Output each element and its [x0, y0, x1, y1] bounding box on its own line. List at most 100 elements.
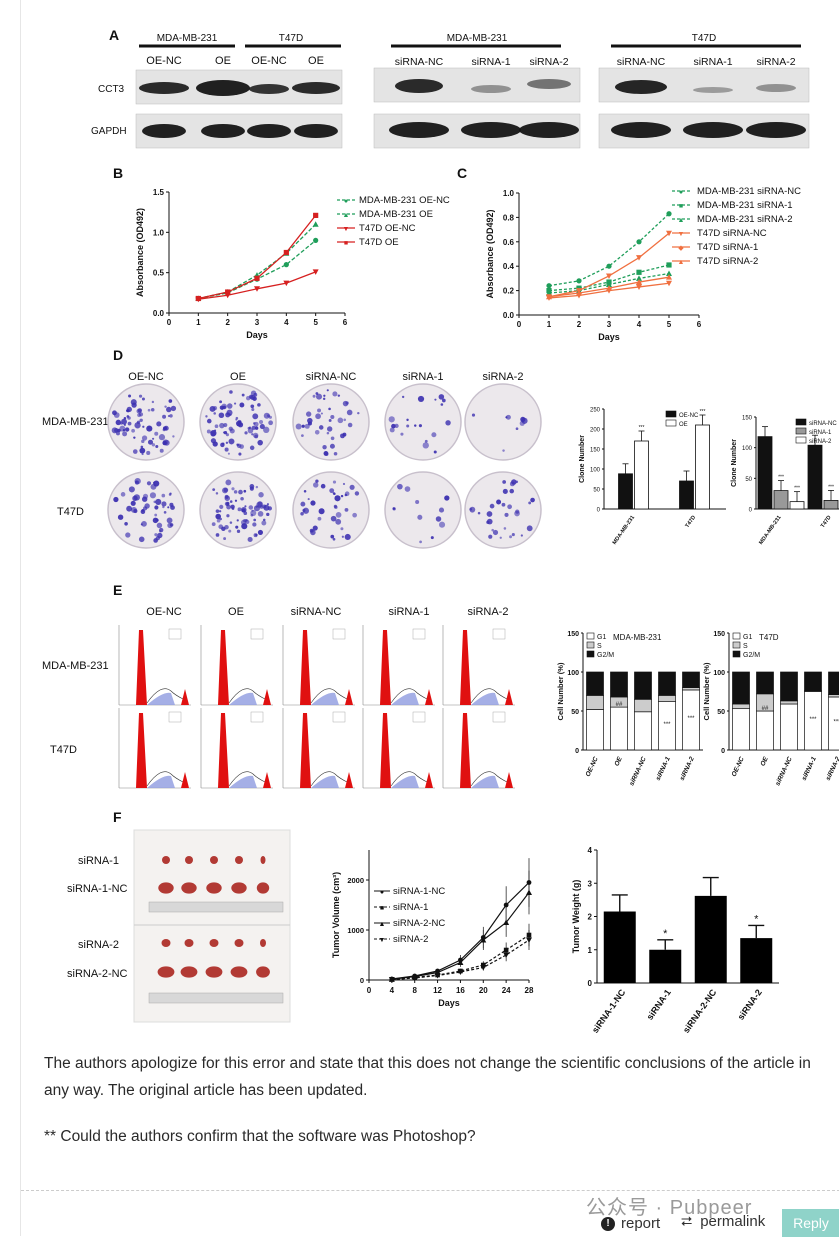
s-phase — [229, 776, 257, 788]
colony — [507, 504, 512, 509]
colony — [441, 403, 444, 406]
colony — [155, 499, 161, 505]
colony — [135, 481, 137, 483]
colony — [163, 426, 167, 430]
legend-entry: siRNA-NC — [809, 421, 837, 427]
histogram-row-label: MDA-MB-231 — [42, 660, 109, 672]
legend-marker: ▲ — [678, 217, 685, 224]
x-tick-label: OE-NC — [585, 756, 600, 778]
data-point — [526, 938, 532, 944]
colony — [142, 397, 145, 400]
photo-row-label: siRNA-2-NC — [67, 968, 128, 980]
colony — [315, 413, 321, 419]
y-tick-label: 150 — [742, 416, 753, 422]
colony — [152, 443, 155, 446]
g1-peak — [369, 713, 391, 788]
data-point — [546, 283, 551, 288]
colony — [141, 446, 144, 449]
colony — [223, 488, 228, 493]
colony — [252, 413, 258, 419]
colony — [327, 432, 330, 435]
x-tick-label: siRNA-1 — [645, 987, 673, 1021]
colony — [257, 403, 261, 407]
y-axis-label: Cell Number (%) — [556, 662, 565, 720]
legend-entry: OE — [679, 422, 688, 428]
bar — [758, 437, 772, 509]
legend-entry: MDA-MB-231 OE — [359, 209, 433, 220]
colony — [248, 537, 253, 542]
colony — [128, 422, 132, 426]
colony — [528, 501, 531, 504]
s-phase — [471, 776, 499, 788]
y-tick-label: 100 — [713, 670, 725, 677]
legend-swatch — [587, 642, 594, 648]
colony — [216, 492, 218, 494]
report-link[interactable]: !report — [601, 1215, 660, 1232]
blot-band — [201, 124, 245, 138]
data-point — [313, 221, 319, 227]
colony — [504, 513, 508, 517]
colony — [327, 389, 329, 391]
y-tick-label: 100 — [742, 446, 753, 452]
blot-band — [247, 124, 291, 138]
x-tick-label: siRNA-2 — [679, 756, 696, 782]
x-axis-label: Days — [598, 332, 620, 342]
reply-button[interactable]: Reply — [782, 1209, 839, 1237]
colony — [143, 494, 148, 499]
blot-band — [756, 84, 796, 92]
colony — [213, 412, 216, 415]
tumor — [256, 966, 270, 977]
colony — [150, 492, 156, 498]
x-tick-label: siRNA-2 — [736, 987, 764, 1021]
legend-entry: T47D siRNA-2 — [697, 256, 758, 267]
lane-label: OE-NC — [146, 55, 182, 67]
colony — [159, 434, 165, 440]
legend-marker: ▲ — [379, 921, 386, 928]
data-point — [504, 903, 509, 908]
stacked-bar-segment — [611, 672, 628, 697]
panel-label-f: F — [113, 809, 122, 825]
bar — [635, 441, 649, 509]
colony — [431, 536, 434, 539]
colony — [261, 521, 266, 526]
colony — [439, 394, 445, 400]
colony — [164, 405, 166, 407]
photo-row-label: siRNA-2 — [78, 939, 119, 951]
permalink-link[interactable]: ⮂permalink — [681, 1213, 765, 1230]
g2m-peak — [345, 689, 353, 705]
data-point — [606, 264, 611, 269]
colony — [171, 406, 176, 411]
x-tick-label: 12 — [433, 986, 442, 995]
x-tick-label: 3 — [607, 320, 612, 329]
g2m-peak — [181, 772, 189, 788]
histogram-column-label: siRNA-2 — [468, 606, 509, 618]
colony — [389, 416, 395, 422]
colony — [148, 409, 151, 412]
blot-band — [611, 122, 671, 138]
dish-column-label: OE — [230, 371, 246, 383]
colony — [170, 505, 175, 510]
colony — [217, 519, 221, 523]
colony — [330, 535, 334, 539]
colony — [230, 500, 233, 503]
y-tick-label: 4 — [588, 846, 593, 855]
histogram-column-label: OE-NC — [146, 606, 182, 618]
blot-band — [196, 80, 250, 96]
y-tick-label: 0.0 — [153, 309, 165, 318]
colony — [436, 516, 441, 521]
stacked-bar-segment — [659, 695, 676, 701]
blot-band — [693, 87, 733, 93]
data-point — [313, 238, 318, 243]
colony — [139, 448, 145, 454]
data-point — [284, 250, 289, 255]
histogram-legend — [493, 712, 505, 722]
dish-row-label: T47D — [57, 506, 84, 518]
colony — [133, 449, 138, 454]
g2m-peak — [181, 689, 189, 705]
x-tick-label: 20 — [479, 986, 488, 995]
comment-paragraph-1: The authors apologize for this error and… — [44, 1050, 834, 1104]
stacked-bar-segment — [781, 704, 798, 750]
